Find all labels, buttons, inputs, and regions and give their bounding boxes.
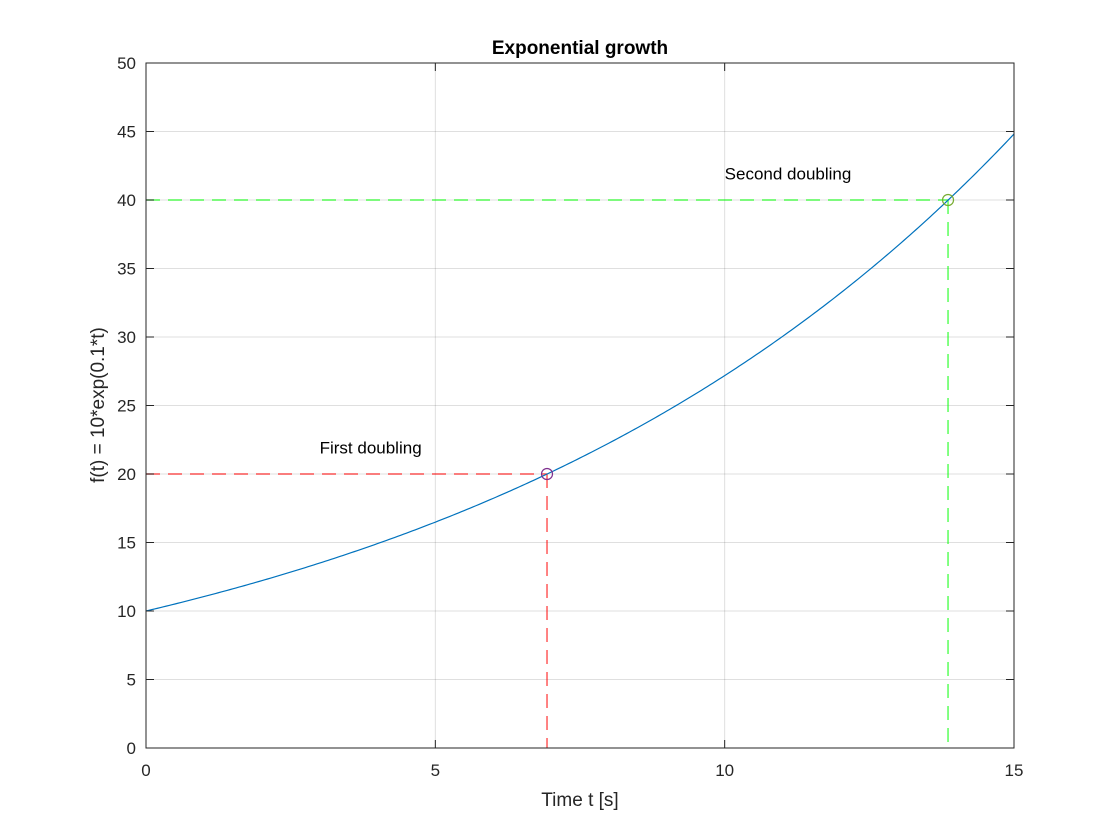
- annotation-text: Second doubling: [725, 164, 852, 183]
- series-layer: [145, 133, 1015, 612]
- ticks: 0 5 10 15 0 5 10 15 20 25 30 35 40 45 50: [117, 54, 1023, 780]
- chart-title: Exponential growth: [492, 38, 668, 59]
- y-axis-label: f(t) = 10*exp(0.1*t): [88, 327, 109, 483]
- y-tick-label: 20: [117, 465, 136, 484]
- y-tick-label: 25: [117, 397, 136, 416]
- y-tick-label: 40: [117, 191, 136, 210]
- reference-lines: [146, 199, 949, 748]
- x-tick-label: 15: [1005, 761, 1024, 780]
- doubling-point-marker: [941, 193, 955, 207]
- x-tick-label: 0: [141, 761, 150, 780]
- markers: [540, 193, 955, 481]
- series-line-0: [145, 133, 1015, 612]
- y-tick-label: 35: [117, 260, 136, 279]
- y-tick-label: 50: [117, 54, 136, 73]
- annotations: First doubling Second doubling: [320, 164, 852, 457]
- grid: [146, 63, 1014, 748]
- y-tick-label: 0: [127, 739, 136, 758]
- x-tick-label: 10: [715, 761, 734, 780]
- doubling-point-marker: [540, 467, 554, 481]
- y-tick-label: 30: [117, 328, 136, 347]
- y-tick-label: 45: [117, 123, 136, 142]
- x-axis-label: Time t [s]: [541, 790, 618, 811]
- y-tick-label: 15: [117, 534, 136, 553]
- annotation-text: First doubling: [320, 438, 422, 457]
- x-tick-label: 5: [431, 761, 440, 780]
- plot-background: [146, 63, 1014, 748]
- y-tick-label: 5: [127, 671, 136, 690]
- y-tick-label: 10: [117, 602, 136, 621]
